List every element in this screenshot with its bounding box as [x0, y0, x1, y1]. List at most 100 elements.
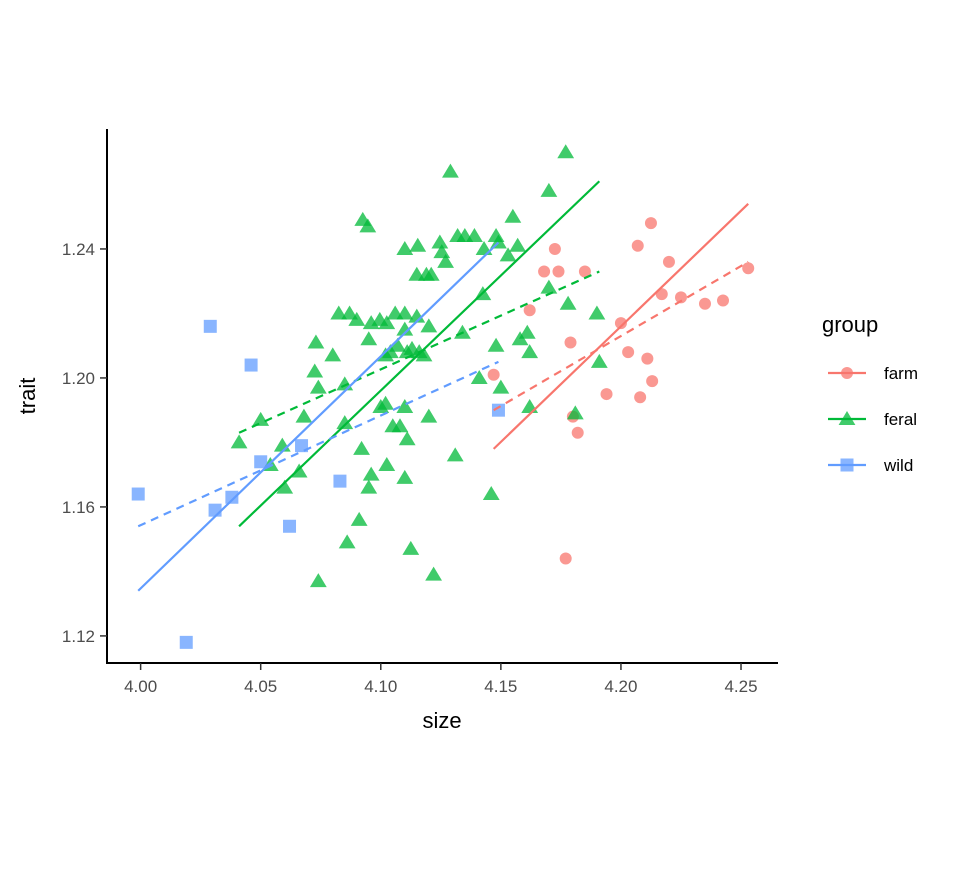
- farm-point: [487, 368, 500, 381]
- feral-point: [504, 208, 522, 223]
- x-ticks: 4.00 4.05 4.10 4.15 4.20 4.25: [124, 663, 758, 696]
- y-tick-label: 1.12: [62, 627, 95, 646]
- fit-lines-layer: [137, 180, 749, 592]
- feral-point: [230, 434, 248, 449]
- feral-point: [306, 363, 324, 378]
- feral-point: [398, 431, 416, 446]
- feral-point: [360, 331, 378, 346]
- wild-point: [254, 455, 268, 469]
- legend-label: feral: [884, 410, 917, 429]
- wild-point: [203, 319, 217, 333]
- y-axis-title: trait: [15, 378, 40, 415]
- feral-point: [492, 379, 510, 394]
- feral-point: [360, 479, 378, 494]
- farm-point: [523, 304, 536, 317]
- feral-point: [431, 234, 449, 249]
- feral-point: [425, 566, 443, 581]
- feral-point: [559, 295, 577, 310]
- farm-point: [631, 239, 644, 252]
- legend-label: wild: [883, 456, 913, 475]
- x-axis-title: size: [422, 708, 461, 733]
- wild-point: [131, 487, 145, 501]
- farm-point: [634, 391, 647, 404]
- farm-point: [548, 242, 561, 255]
- feral-point: [557, 144, 575, 159]
- feral-point: [487, 337, 505, 352]
- farm-point: [538, 265, 551, 278]
- feral-point: [276, 479, 294, 494]
- feral-fit-line-dashed: [238, 270, 600, 434]
- wild-point: [295, 439, 309, 453]
- feral-point: [422, 266, 440, 281]
- farm-point: [717, 294, 730, 307]
- feral-point: [359, 218, 377, 233]
- feral-point: [588, 305, 606, 320]
- feral-point: [396, 321, 414, 336]
- legend-item-farm: farm: [828, 364, 918, 383]
- feral-point: [511, 331, 529, 346]
- legend-label: farm: [884, 364, 918, 383]
- x-tick-label: 4.05: [244, 677, 277, 696]
- farm-fit-line-solid: [492, 203, 749, 450]
- feral-point: [470, 369, 488, 384]
- feral-point: [415, 347, 433, 362]
- feral-point: [350, 511, 368, 526]
- feral-point: [377, 347, 394, 362]
- feral-point: [402, 540, 420, 555]
- feral-point: [378, 457, 396, 472]
- feral-point: [442, 163, 459, 178]
- feral-point: [389, 337, 406, 352]
- legend-key-triangle-icon: [838, 411, 856, 425]
- feral-point: [309, 379, 327, 394]
- farm-point: [641, 352, 654, 365]
- feral-point: [482, 486, 500, 501]
- farm-point: [622, 346, 635, 359]
- feral-point: [336, 415, 354, 430]
- feral-point: [338, 534, 356, 549]
- wild-point: [179, 635, 193, 649]
- feral-point: [324, 347, 342, 362]
- y-ticks: 1.12 1.16 1.20 1.24: [62, 240, 107, 646]
- feral-point: [475, 240, 493, 255]
- feral-point: [420, 318, 438, 333]
- feral-point: [437, 253, 455, 268]
- feral-point: [330, 305, 348, 320]
- feral-point: [408, 308, 426, 323]
- feral-point: [540, 279, 558, 294]
- feral-point: [518, 324, 536, 339]
- farm-point: [564, 336, 577, 349]
- series-wild: [131, 319, 505, 649]
- feral-point: [420, 408, 438, 423]
- feral-point: [252, 411, 270, 426]
- x-tick-label: 4.20: [604, 677, 637, 696]
- wild-point: [225, 490, 239, 504]
- farm-point: [662, 255, 675, 268]
- x-tick-label: 4.25: [724, 677, 757, 696]
- farm-point: [674, 291, 687, 304]
- farm-fit-line-dashed: [493, 260, 749, 412]
- farm-point: [698, 297, 711, 310]
- feral-point: [378, 315, 396, 330]
- feral-point: [396, 305, 414, 320]
- series-feral: [230, 144, 608, 588]
- farm-point: [644, 217, 657, 230]
- feral-fit-line-solid: [238, 180, 601, 528]
- farm-point: [578, 265, 591, 278]
- feral-point: [309, 573, 327, 588]
- feral-point: [446, 447, 464, 462]
- feral-point: [521, 344, 539, 359]
- wild-point: [244, 358, 258, 372]
- feral-point: [295, 408, 313, 423]
- x-tick-label: 4.00: [124, 677, 157, 696]
- feral-point: [540, 182, 558, 197]
- feral-point: [466, 228, 483, 243]
- series-farm: [487, 217, 755, 565]
- feral-point: [521, 398, 539, 413]
- feral-point: [396, 469, 414, 484]
- farm-point: [600, 388, 613, 401]
- legend-title: group: [822, 312, 878, 337]
- x-tick-label: 4.10: [364, 677, 397, 696]
- feral-point: [590, 353, 608, 368]
- feral-point: [396, 398, 414, 413]
- wild-point: [491, 403, 505, 417]
